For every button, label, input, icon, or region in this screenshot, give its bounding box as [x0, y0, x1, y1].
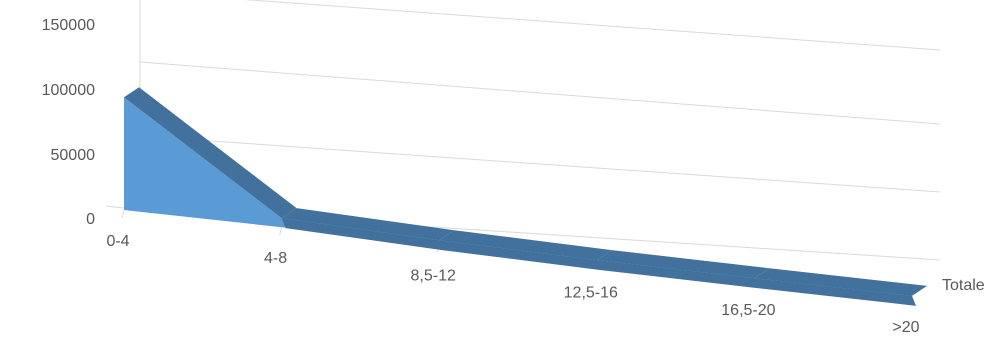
x-tick-mark — [121, 209, 125, 219]
x-tick-mark — [279, 227, 283, 236]
series-top-segment — [124, 87, 297, 219]
gridline — [139, 61, 941, 125]
x-tick-label: 16,5-20 — [721, 302, 775, 319]
series-area — [124, 87, 927, 306]
x-tick-label: 4-8 — [264, 250, 287, 267]
gridline — [243, 0, 941, 51]
x-tick-label: 0-4 — [106, 233, 129, 250]
y-tick-label: 50000 — [51, 147, 96, 164]
y-tick-label: 100000 — [42, 82, 95, 99]
series-ribbon-band — [281, 218, 917, 306]
x-tick-label: 12,5-16 — [564, 285, 618, 302]
series-top-segment — [439, 230, 612, 261]
series-top-segment — [596, 250, 770, 279]
x-tick-label: 8,5-12 — [411, 267, 456, 284]
series-top-segment — [754, 268, 927, 296]
series-front-face — [124, 97, 912, 296]
gridline — [139, 135, 941, 193]
x-axis-ticks: 0-4 4-8 8,5-12 12,5-16 16,5-20 >20 — [106, 233, 919, 336]
y-tick-label: 0 — [86, 211, 95, 228]
series-top-segment — [281, 208, 455, 241]
y-tick-label: 150000 — [42, 17, 95, 34]
x-tick-label: >20 — [892, 319, 919, 336]
depth-axis: Totale — [942, 277, 985, 294]
y-axis-ticks: 0 50000 100000 150000 — [42, 17, 95, 228]
series-axis-label: Totale — [942, 277, 985, 294]
